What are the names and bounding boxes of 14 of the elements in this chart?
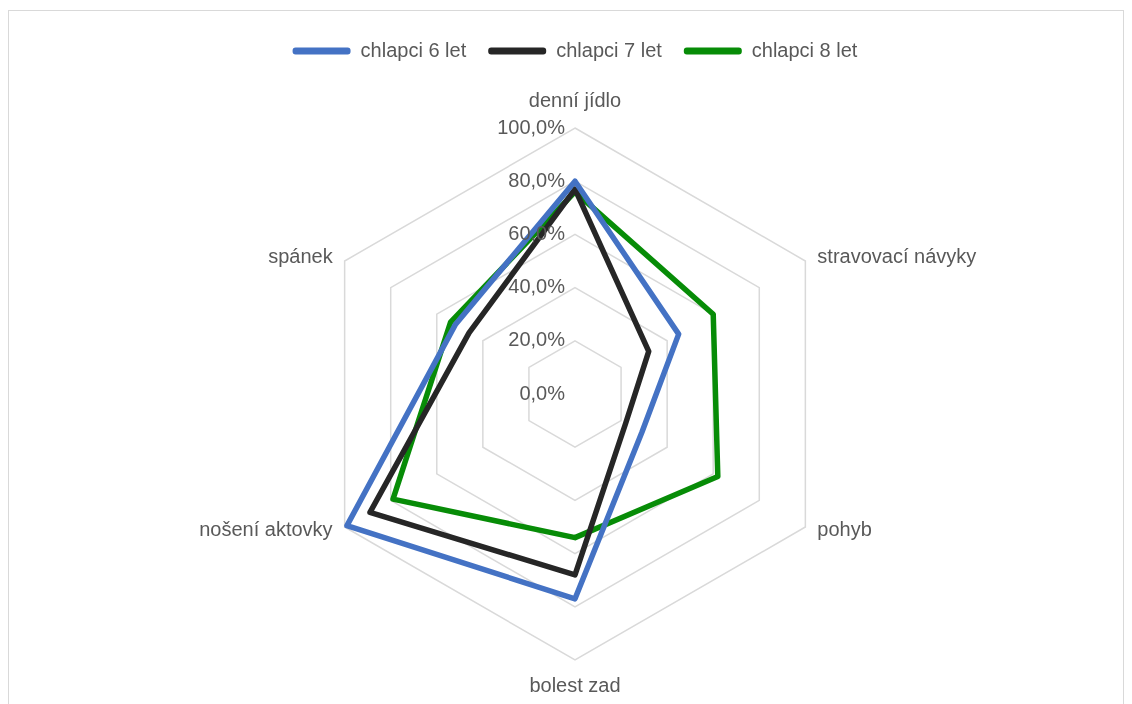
spoke-label: pohyb bbox=[817, 517, 872, 540]
legend-label: chlapci 8 let bbox=[751, 38, 858, 61]
y-tick-label: 80,0% bbox=[508, 168, 566, 191]
spoke-label: stravovací návyky bbox=[817, 244, 977, 267]
y-tick-label: 0,0% bbox=[519, 381, 566, 404]
spoke-label: denní jídlo bbox=[528, 88, 622, 111]
y-tick-label: 40,0% bbox=[508, 275, 566, 298]
legend-label: chlapci 6 let bbox=[360, 38, 467, 61]
y-tick-label: 100,0% bbox=[497, 115, 566, 138]
spoke-label: spánek bbox=[268, 244, 334, 267]
legend-label: chlapci 7 let bbox=[556, 38, 663, 61]
spoke-label: bolest zad bbox=[529, 673, 621, 696]
spoke-label: nošení aktovky bbox=[199, 517, 333, 540]
y-tick-label: 20,0% bbox=[508, 328, 566, 351]
